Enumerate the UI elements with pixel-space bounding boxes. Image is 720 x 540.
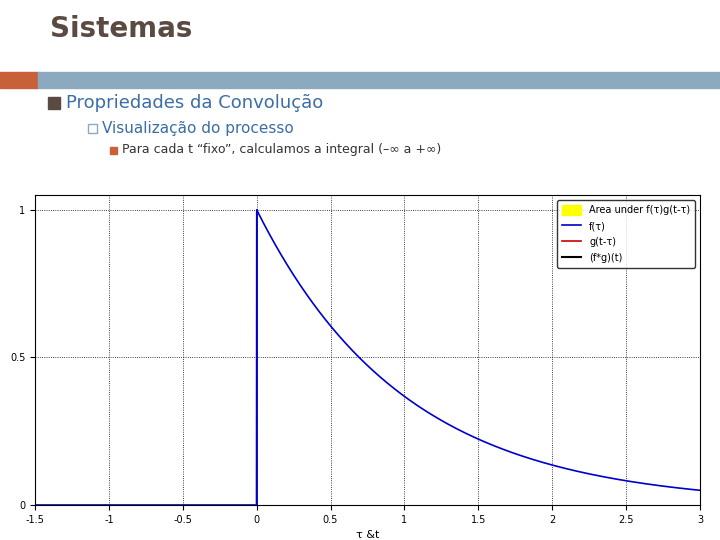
Text: Sistemas: Sistemas <box>50 15 192 43</box>
Text: Visualização do processo: Visualização do processo <box>102 120 294 136</box>
Bar <box>110 146 117 153</box>
Bar <box>88 124 97 132</box>
Bar <box>0 72 38 88</box>
Bar <box>48 97 60 109</box>
Text: Para cada t “fixo”, calculamos a integral (–∞ a +∞): Para cada t “fixo”, calculamos a integra… <box>122 144 441 157</box>
X-axis label: τ &t: τ &t <box>356 530 379 540</box>
Bar <box>38 72 720 88</box>
Text: Propriedades da Convolução: Propriedades da Convolução <box>66 94 323 112</box>
Legend: Area under f(τ)g(t-τ), f(τ), g(t-τ), (f*g)(t): Area under f(τ)g(t-τ), f(τ), g(t-τ), (f*… <box>557 200 695 268</box>
